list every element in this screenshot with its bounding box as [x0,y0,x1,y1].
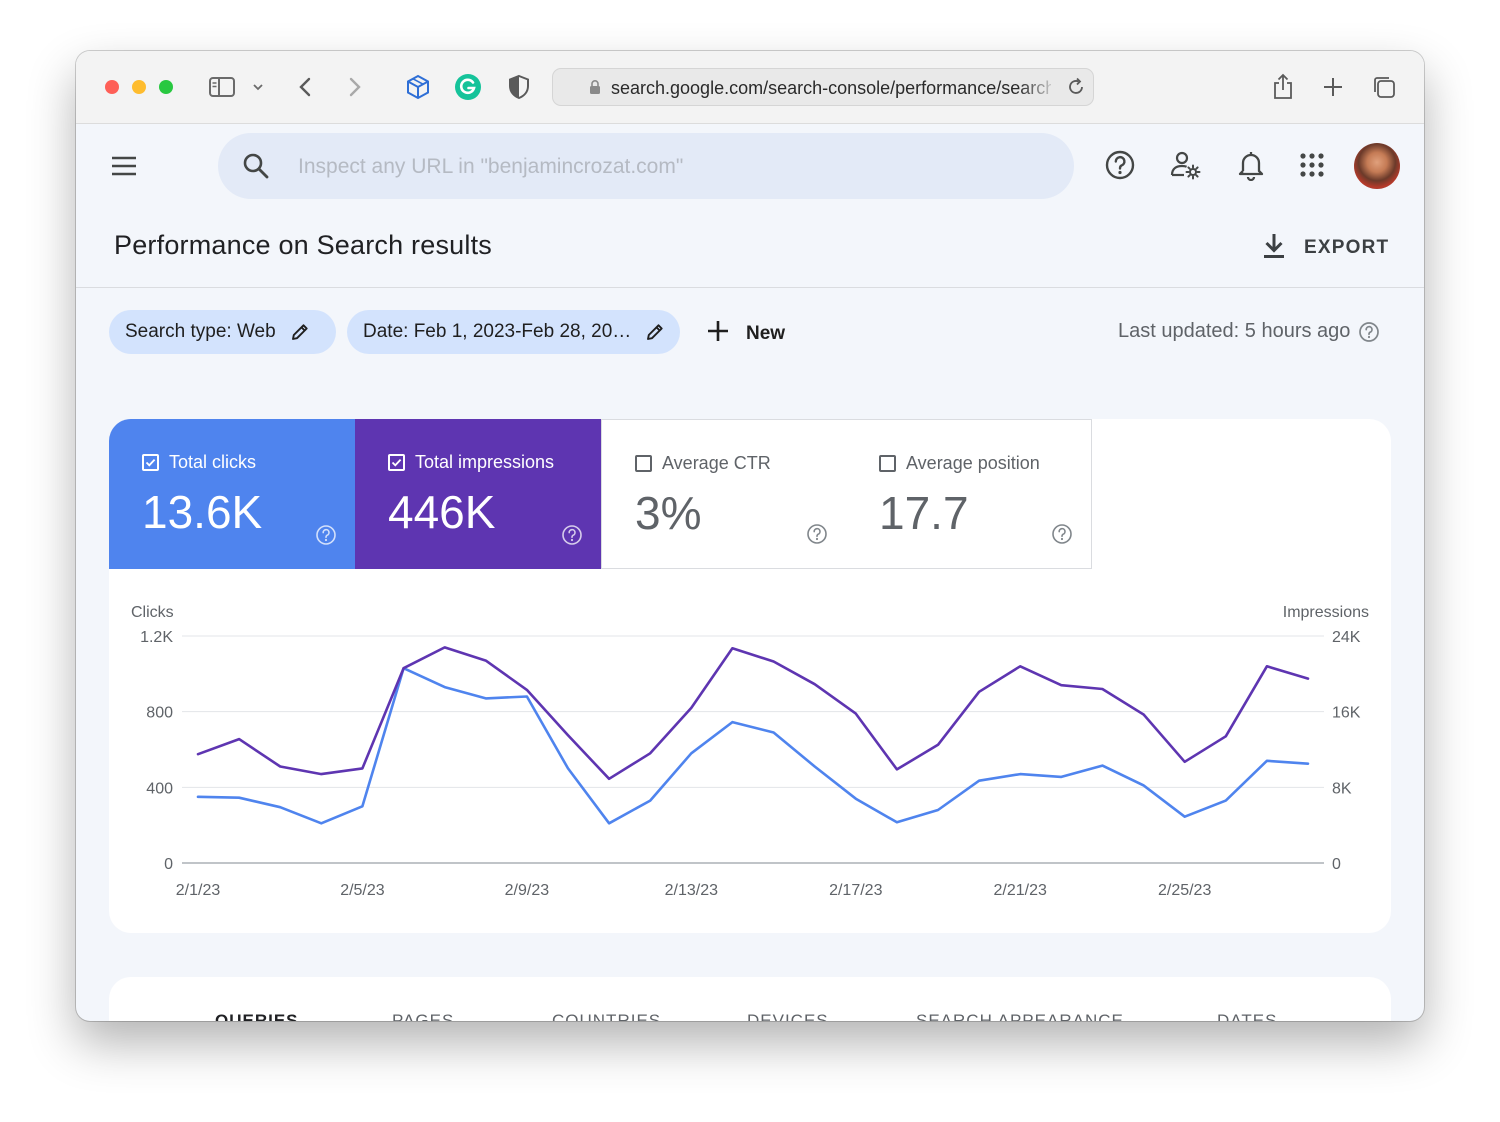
tab-overview-icon[interactable] [1370,73,1398,101]
help-icon[interactable] [806,523,828,550]
lock-icon [589,79,601,100]
download-icon [1262,232,1286,265]
tab-search-appearance[interactable]: SEARCH APPEARANCE [916,1011,1124,1021]
share-icon[interactable] [1269,73,1297,101]
y2-tick-label: 16K [1332,705,1361,722]
chart-grid [182,635,1324,864]
metric-average-ctr[interactable]: Average CTR 3% [601,419,847,569]
sidebar-toggle-icon[interactable] [208,73,236,101]
x-tick-label: 2/9/23 [505,882,550,899]
y-axis-label: Clicks [131,604,174,621]
series-line-impressions [196,646,1310,781]
checkbox-unchecked-icon[interactable] [879,455,896,472]
checkbox-unchecked-icon[interactable] [635,455,652,472]
page-title: Performance on Search results [114,230,492,260]
plus-icon [706,319,730,348]
x-tick-label: 2/25/23 [1158,882,1211,899]
x-tick-label: 2/21/23 [994,882,1047,899]
url-text: search.google.com/search-console/perform… [611,78,1051,98]
date-filter-chip[interactable]: Date: Feb 1, 2023-Feb 28, 20… [347,310,680,354]
metric-value: 3% [635,487,702,539]
tab-queries[interactable]: QUERIES [215,1011,299,1021]
notifications-icon[interactable] [1233,147,1269,183]
checkbox-checked-icon[interactable] [388,454,405,471]
metric-label: Average CTR [662,453,771,473]
metric-value: 13.6K [142,486,263,538]
export-label: EXPORT [1304,237,1390,258]
admin-settings-icon[interactable] [1168,147,1204,183]
metric-label: Total impressions [415,452,555,472]
browser-toolbar: search.google.com/search-console/perform… [76,51,1424,124]
help-icon[interactable] [315,524,337,551]
performance-chart[interactable]: Clicks Impressions 0 400 800 1.2K 0 8K 16K 24K… [109,591,1391,911]
avatar[interactable] [1354,143,1400,189]
new-filter-label: New [746,322,786,344]
checkbox-checked-icon[interactable] [142,454,159,471]
tab-countries[interactable]: COUNTRIES [552,1011,662,1021]
address-bar[interactable]: search.google.com/search-console/perform… [552,68,1094,106]
forward-icon[interactable] [340,73,368,101]
minimize-window-button[interactable] [132,80,146,94]
back-icon[interactable] [292,73,320,101]
metric-label: Average position [906,453,1040,473]
chart-lines [196,646,1310,825]
search-type-filter-chip[interactable]: Search type: Web [109,310,336,354]
y-tick-label: 1.2K [140,629,173,646]
tab-devices[interactable]: DEVICES [747,1011,829,1021]
menu-icon[interactable] [110,155,138,182]
last-updated-text: Last updated: 5 hours ago [1118,320,1351,342]
y2-axis-label: Impressions [1283,604,1369,621]
metric-total-clicks[interactable]: Total clicks 13.6K [109,419,355,569]
metric-value: 446K [388,486,496,538]
last-updated: Last updated: 5 hours ago [1118,320,1380,343]
x-axis-ticks: 2/1/23 2/5/23 2/9/23 2/13/23 2/17/23 2/21/23 2… [176,882,1212,899]
y2-axis-ticks: 0 8K 16K 24K [1332,629,1361,873]
dimension-tabs-card [109,977,1391,1021]
y-tick-label: 0 [164,856,173,873]
y-axis-ticks: 0 400 800 1.2K [140,629,173,873]
x-tick-label: 2/17/23 [829,882,882,899]
date-filter-label: Date: Feb 1, 2023-Feb 28, 20… [363,321,632,342]
tab-pages[interactable]: PAGES [392,1011,455,1021]
zoom-window-button[interactable] [159,80,173,94]
export-button[interactable]: EXPORT [1262,233,1389,263]
search-type-filter-label: Search type: Web [125,321,276,342]
y-tick-label: 400 [146,780,173,797]
help-icon[interactable] [1102,147,1138,183]
grammarly-icon[interactable] [454,73,482,101]
y-tick-label: 800 [146,705,173,722]
x-tick-label: 2/13/23 [665,882,718,899]
edit-pencil-icon [290,322,310,342]
close-window-button[interactable] [105,80,119,94]
new-filter-button[interactable]: New [706,319,785,348]
tab-dates[interactable]: DATES [1217,1011,1278,1021]
shield-icon[interactable] [505,73,533,101]
header-divider [76,287,1424,288]
chevron-down-icon[interactable] [244,73,272,101]
new-tab-icon[interactable] [1319,73,1347,101]
metric-value: 17.7 [879,487,969,539]
url-inspection-search[interactable] [218,133,1074,199]
y2-tick-label: 8K [1332,780,1352,797]
y2-tick-label: 0 [1332,856,1341,873]
search-input[interactable] [296,149,1040,185]
search-icon [242,152,270,185]
extension-cube-icon[interactable] [404,73,432,101]
edit-pencil-icon [645,322,665,342]
reload-icon[interactable] [1065,76,1087,103]
url-fade [1019,69,1059,105]
help-icon[interactable] [1358,321,1380,343]
metric-label: Total clicks [169,452,257,472]
metric-average-position[interactable]: Average position 17.7 [846,419,1092,569]
help-icon[interactable] [1051,523,1073,550]
help-icon[interactable] [561,524,583,551]
y2-tick-label: 24K [1332,629,1361,646]
metric-total-impressions[interactable]: Total impressions 446K [355,419,601,569]
x-tick-label: 2/5/23 [340,882,385,899]
apps-grid-icon[interactable] [1294,147,1330,183]
browser-window: search.google.com/search-console/perform… [76,51,1424,1021]
series-line-clicks [196,666,1310,825]
x-tick-label: 2/1/23 [176,882,221,899]
